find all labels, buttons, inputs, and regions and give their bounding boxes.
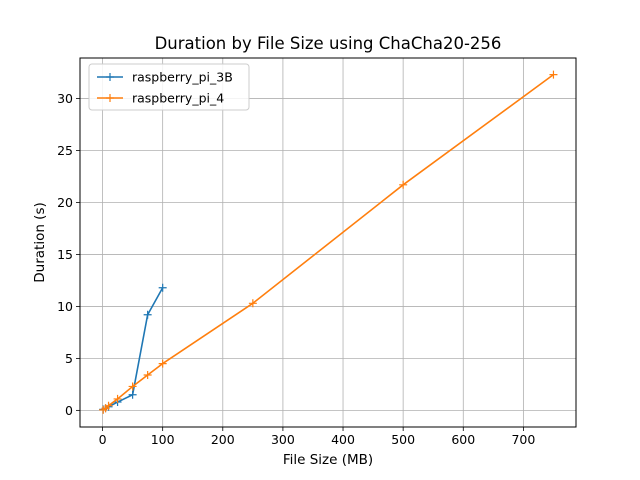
- y-axis-label: Duration (s): [32, 202, 48, 283]
- y-tick-label: 25: [57, 143, 73, 158]
- x-tick-label: 400: [331, 432, 355, 447]
- x-tick-label: 200: [211, 432, 235, 447]
- axis-ticks: 0 100 200 300 400 500 600 700 0 5 10 15 20 25 30: [57, 91, 535, 447]
- legend-label: raspberry_pi_4: [132, 91, 224, 106]
- x-tick-label: 500: [391, 432, 415, 447]
- data-point-marker: [128, 382, 137, 391]
- x-tick-label: 600: [451, 432, 475, 447]
- legend-marker: [106, 73, 114, 81]
- data-point-marker: [248, 299, 257, 308]
- y-tick-label: 20: [57, 195, 73, 210]
- data-point-marker: [113, 394, 122, 403]
- x-axis-label: File Size (MB): [283, 452, 373, 468]
- legend-label: raspberry_pi_3B: [132, 70, 233, 85]
- data-point-marker: [143, 371, 152, 380]
- data-point-marker: [143, 310, 152, 319]
- chart-title: Duration by File Size using ChaCha20-256: [155, 34, 502, 53]
- y-tick-label: 10: [57, 299, 73, 314]
- grid: [80, 58, 576, 427]
- legend-marker: [106, 94, 114, 102]
- series-raspberry_pi_4: [99, 70, 558, 414]
- data-point-marker: [549, 70, 558, 79]
- data-point-marker: [158, 359, 167, 368]
- legend: raspberry_pi_3B raspberry_pi_4: [88, 63, 250, 111]
- x-tick-label: 300: [271, 432, 295, 447]
- data-point-marker: [128, 390, 137, 399]
- y-tick-label: 5: [65, 351, 73, 366]
- data-point-marker: [399, 180, 408, 189]
- plot-area-frame: [79, 57, 577, 428]
- y-tick-label: 15: [57, 247, 73, 262]
- legend-item: raspberry_pi_4: [97, 91, 224, 106]
- y-tick-label: 0: [65, 403, 73, 418]
- series-line: [102, 73, 554, 411]
- x-tick-label: 0: [99, 432, 107, 447]
- series: [99, 70, 558, 414]
- y-tick-label: 30: [57, 91, 73, 106]
- legend-box: [88, 63, 250, 111]
- legend-item: raspberry_pi_3B: [97, 70, 233, 85]
- x-tick-label: 700: [511, 432, 535, 447]
- data-point-marker: [158, 283, 167, 292]
- data-point-marker: [104, 401, 113, 410]
- x-tick-label: 100: [151, 432, 175, 447]
